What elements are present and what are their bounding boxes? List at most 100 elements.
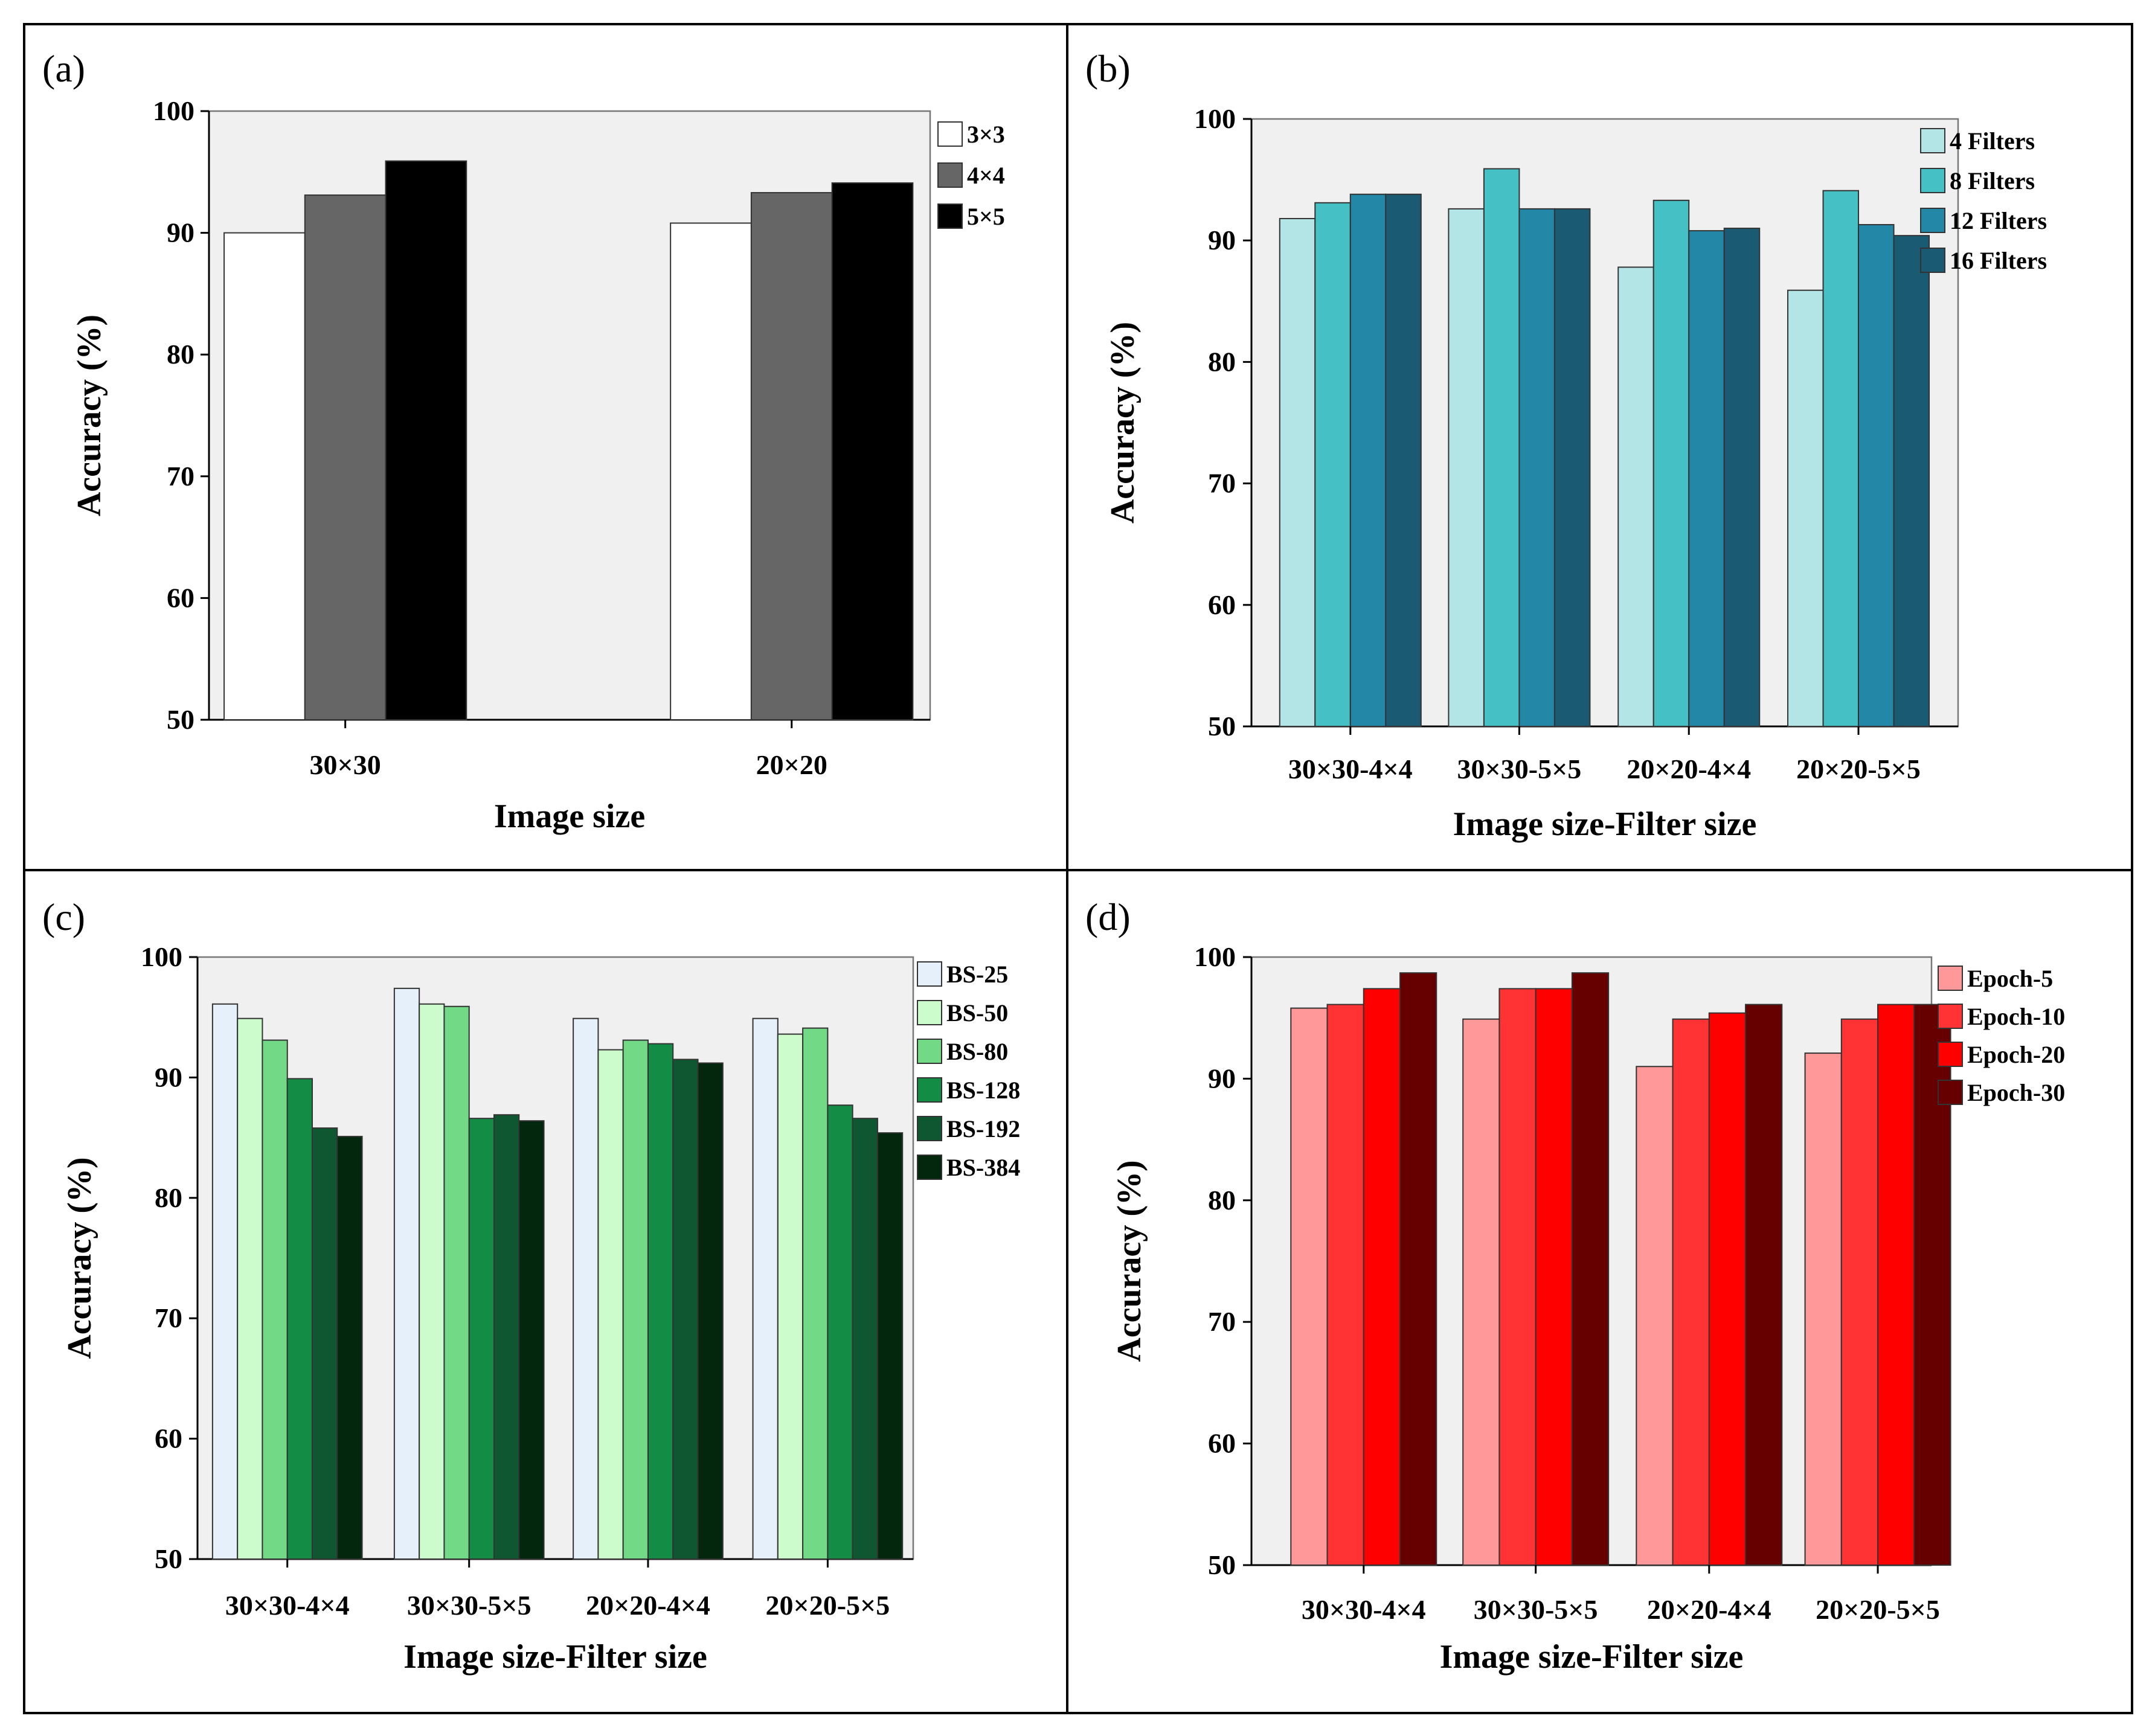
bar [1672,1018,1710,1566]
y-tick-label: 60 [1208,1428,1236,1459]
y-tick-label: 90 [155,1062,182,1092]
y-tick-label: 70 [167,461,194,492]
bar [1858,224,1895,727]
bar [573,1017,599,1560]
bar [876,1132,904,1560]
x-axis-title: Image size [494,798,645,835]
x-tick-label: 30×30-4×4 [1288,754,1413,784]
y-tick-label: 100 [1194,941,1236,972]
bar [1326,1004,1364,1566]
bar [1708,1012,1747,1566]
panel-label: (b) [1085,47,1131,90]
bar [443,1005,470,1560]
bar [518,1120,545,1560]
bar [647,1043,674,1560]
legend-label: Epoch-10 [1967,1003,2065,1030]
x-tick-label: 30×30-5×5 [407,1590,532,1621]
legend-swatch [937,203,963,229]
bar [1363,988,1401,1566]
bar [802,1027,829,1560]
panel-label: (a) [42,47,85,90]
chart-panel-a: (a) 50 60 70 80 90 100 30×30 20×20 Image size Accu… [42,47,1005,835]
bar [750,192,833,720]
bar [385,160,467,720]
legend-label: 5×5 [967,203,1005,230]
bar [223,232,306,721]
y-tick-label: 50 [1208,1549,1236,1580]
bar [697,1062,724,1560]
bar [1571,972,1610,1566]
bar [1349,193,1387,727]
legend-swatch [1938,1042,1963,1067]
legend-swatch [937,121,963,147]
chart-panel-c: (c) 50 60 70 80 90 100 30×30-4×4 30×30-5×5 20×20-… [42,895,1020,1676]
legend-label: Epoch-20 [1967,1041,2065,1068]
bar [1636,1066,1674,1566]
bar [752,1017,779,1560]
bar [336,1136,363,1560]
y-tick-label: 90 [167,217,194,248]
legend-swatch [1920,168,1945,193]
chart-panel-d: (d) 50 60 70 80 90 100 30×30-4×4 30×30-5×5 20×20-… [1085,895,2065,1676]
bar [622,1039,649,1560]
legend-label: 4×4 [967,162,1005,189]
bar [1498,988,1537,1566]
bar [777,1033,804,1560]
x-axis-title: Image size-Filter size [403,1638,707,1676]
x-axis-title: Image size-Filter size [1440,1638,1744,1676]
bar [1535,988,1573,1566]
y-tick-label: 90 [1208,1063,1236,1094]
bar [1617,266,1654,727]
x-tick-label: 30×30 [310,749,381,780]
legend-label: 16 Filters [1950,247,2047,274]
y-tick-label: 60 [155,1423,182,1454]
legend-swatch [1920,128,1945,153]
bar [1723,228,1761,727]
bar [1822,190,1860,727]
bar [1893,235,1930,728]
legend-label: BS-25 [946,961,1008,988]
legend-label: 3×3 [967,121,1005,148]
legend-label: Epoch-5 [1967,965,2053,992]
panel-label: (d) [1085,895,1131,938]
bar [1652,199,1690,727]
legend-swatch [917,1155,942,1180]
legend-label: 8 Filters [1950,167,2035,194]
x-tick-label: 30×30-4×4 [1302,1594,1426,1625]
bar [1462,1018,1500,1566]
legend-swatch [1938,1080,1963,1105]
y-tick-label: 70 [155,1302,182,1333]
y-tick-label: 80 [1208,346,1236,377]
bar [286,1078,313,1560]
bar [304,194,387,720]
legend-swatch [1920,208,1945,233]
bar [1483,168,1520,727]
x-tick-label: 30×30-5×5 [1457,754,1582,784]
y-tick-label: 80 [167,339,194,370]
bar [1877,1004,1915,1566]
y-tick-label: 80 [1208,1185,1236,1216]
y-tick-label: 80 [155,1182,182,1213]
bar [237,1017,263,1560]
y-tick-label: 60 [167,582,194,613]
legend-label: Epoch-30 [1967,1079,2065,1106]
bar [419,1003,445,1560]
y-axis-title: Accuracy (%) [1111,1160,1148,1362]
bar [262,1039,288,1560]
legend-label: BS-50 [946,999,1008,1027]
bar [493,1114,520,1560]
x-tick-label: 20×20 [756,749,827,780]
panel-label: (c) [42,895,85,938]
bar [1399,972,1437,1566]
x-tick-label: 20×20-4×4 [1627,754,1751,784]
x-tick-label: 20×20-4×4 [586,1590,710,1621]
legend-swatch [1938,966,1963,991]
bar [672,1059,699,1560]
x-tick-label: 30×30-5×5 [1474,1594,1598,1625]
legend-swatch [917,961,942,987]
bar [1787,289,1824,727]
bar [1688,230,1725,727]
legend-swatch [917,1000,942,1025]
x-tick-label: 20×20-5×5 [1816,1594,1940,1625]
